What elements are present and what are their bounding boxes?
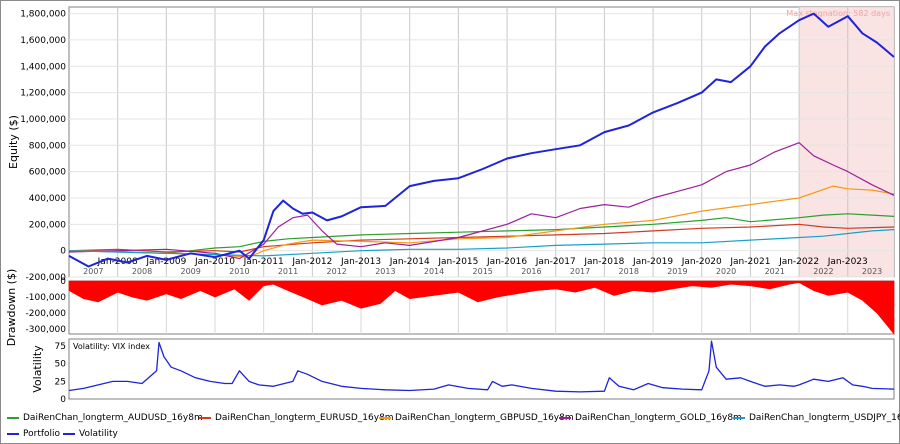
volatility-ytick-label: 50	[55, 360, 67, 370]
equity-panel: 2007 2008 2009 2010 2011 2012 2013 2014 2015 2016…	[7, 6, 895, 283]
year-label: 2007	[83, 267, 103, 276]
volatility-legend-label: Volatility: VIX index	[73, 342, 150, 351]
month-tick-label: Jan-2014	[389, 257, 430, 267]
equity-ytick-label: 1,200,000	[20, 89, 66, 99]
volatility-ytick-label: 75	[55, 342, 66, 352]
month-tick-label: Jan-2017	[535, 257, 576, 267]
year-label: 2018	[619, 267, 639, 276]
year-label: 2023	[862, 267, 882, 276]
volatility-ytick-label: 25	[55, 377, 66, 387]
legend-swatch	[7, 417, 19, 419]
series-line-dairenchan_longterm_gbpusd_16y8m	[68, 185, 895, 258]
legend-label: DaiRenChan_longterm_GOLD_16y8m	[575, 413, 742, 423]
volatility-line	[68, 340, 895, 393]
year-label: 2019	[667, 267, 687, 276]
month-tick-label: Jan-2021	[729, 257, 770, 267]
equity-ytick-label: 0	[60, 247, 66, 257]
legend-item: DaiRenChan_longterm_AUDUSD_16y8m	[7, 413, 203, 423]
stagnation-annotation: Max stagnation: 582 days	[786, 9, 890, 18]
year-label: 2011	[278, 267, 298, 276]
year-label: 2022	[813, 267, 833, 276]
volatility-ytick-label: 0	[60, 395, 66, 405]
series-line-dairenchan_longterm_gold_16y8m	[68, 142, 895, 260]
stagnation-band	[799, 7, 894, 277]
drawdown-ytick-label: 0	[60, 277, 66, 287]
legend-item: DaiRenChan_longterm_GBPUSD_16y8m	[379, 413, 574, 423]
legend-swatch	[559, 417, 571, 419]
month-tick-label: Jan-2018	[583, 257, 624, 267]
year-label: 2016	[521, 267, 541, 276]
legend-item: DaiRenChan_longterm_USDJPY_16y8m	[733, 413, 900, 423]
equity-ytick-label: 1,600,000	[20, 36, 66, 46]
month-tick-label: Jan-2019	[632, 257, 673, 267]
volatility-panel: 0 25 50 75 Volatility: VIX index Volatility	[31, 338, 895, 405]
legend-item: DaiRenChan_longterm_GOLD_16y8m	[559, 413, 742, 423]
legend-item: Volatility	[63, 429, 118, 439]
drawdown-ytick-label: -200,000	[26, 309, 67, 319]
chart-canvas: 2007 2008 2009 2010 2011 2012 2013 2014 2015 2016…	[5, 6, 895, 405]
equity-ytick-label: 200,000	[29, 220, 66, 230]
drawdown-ytick-label: -100,000	[26, 293, 67, 303]
legend-label: DaiRenChan_longterm_EURUSD_16y8m	[215, 413, 394, 423]
chart-legend: DaiRenChan_longterm_AUDUSD_16y8m DaiRenCh…	[3, 411, 900, 443]
series-line-portfolio	[68, 12, 895, 268]
month-tick-label: Jan-2012	[291, 257, 332, 267]
drawdown-area	[68, 280, 895, 335]
month-tick-label: Jan-2016	[486, 257, 527, 267]
volatility-ylabel: Volatility	[31, 345, 44, 393]
equity-ytick-label: 1,000,000	[20, 115, 66, 125]
series-line-dairenchan_longterm_audusd_16y8m	[68, 213, 895, 254]
month-tick-label: Jan-2023	[827, 257, 868, 267]
year-label: 2014	[424, 267, 444, 276]
month-tick-label: Jan-2009	[145, 257, 186, 267]
legend-swatch	[7, 433, 19, 435]
legend-label: DaiRenChan_longterm_AUDUSD_16y8m	[23, 413, 203, 423]
year-label: 2015	[473, 267, 493, 276]
legend-swatch	[379, 417, 391, 419]
drawdown-ytick-label: -300,000	[26, 325, 67, 335]
series-line-dairenchan_longterm_eurusd_16y8m	[68, 223, 895, 253]
year-label: 2008	[132, 267, 152, 276]
legend-item: DaiRenChan_longterm_EURUSD_16y8m	[199, 413, 394, 423]
equity-ytick-label: 400,000	[29, 194, 66, 204]
legend-swatch	[63, 433, 75, 435]
equity-ylabel: Equity ($)	[7, 115, 20, 169]
year-label: 2009	[181, 267, 201, 276]
legend-label: DaiRenChan_longterm_GBPUSD_16y8m	[395, 413, 574, 423]
legend-item: Portfolio	[7, 429, 60, 439]
month-tick-label: Jan-2008	[97, 257, 138, 267]
month-tick-label: Jan-2022	[778, 257, 819, 267]
month-tick-label: Jan-2015	[437, 257, 478, 267]
year-label: 2012	[327, 267, 347, 276]
legend-label: Volatility	[79, 429, 118, 439]
drawdown-panel: 0 -100,000 -200,000 -300,000 Drawdown ($)	[5, 269, 895, 347]
equity-ytick-label: -200,000	[26, 273, 67, 283]
year-label: 2017	[570, 267, 590, 276]
legend-label: DaiRenChan_longterm_USDJPY_16y8m	[749, 413, 900, 423]
equity-ytick-label: 1,800,000	[20, 10, 66, 20]
legend-label: Portfolio	[23, 429, 61, 439]
month-tick-label: Jan-2010	[194, 257, 235, 267]
month-tick-label: Jan-2013	[340, 257, 381, 267]
month-tick-label: Jan-2011	[243, 257, 284, 267]
equity-ytick-label: 1,400,000	[20, 62, 66, 72]
legend-swatch	[733, 417, 745, 419]
year-label: 2010	[229, 267, 249, 276]
year-label: 2021	[765, 267, 785, 276]
year-label: 2013	[375, 267, 395, 276]
year-label: 2020	[716, 267, 736, 276]
legend-swatch	[199, 417, 211, 419]
equity-ytick-label: 600,000	[29, 168, 66, 178]
equity-ytick-label: 800,000	[29, 141, 66, 151]
month-tick-label: Jan-2020	[681, 257, 722, 267]
drawdown-ylabel: Drawdown ($)	[5, 269, 18, 347]
